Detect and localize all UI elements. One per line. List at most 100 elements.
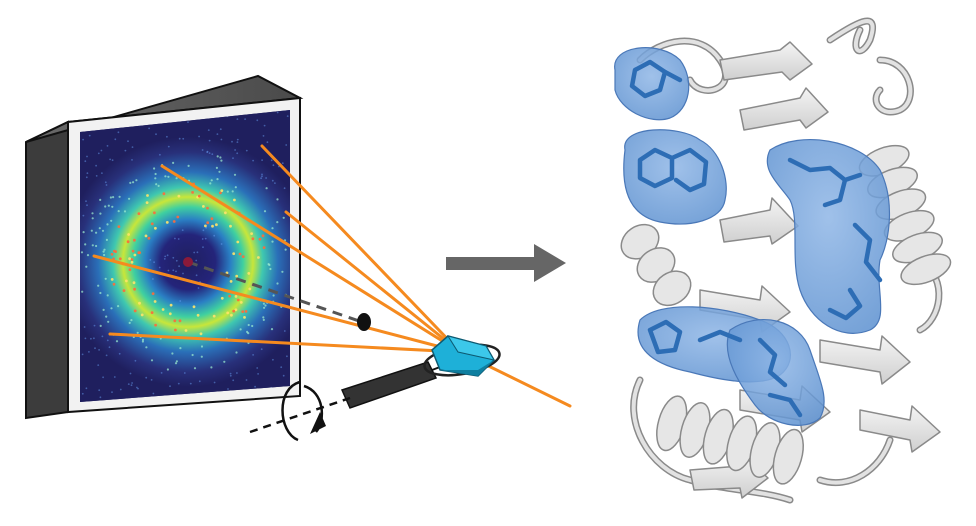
diffraction-spot [175,259,178,262]
diffraction-spot [166,368,169,371]
diffraction-spot [90,229,93,232]
diffraction-spot [176,215,180,219]
diffraction-spot [130,319,133,322]
diffraction-spot [281,270,284,273]
diffraction-spot [132,281,136,285]
diffraction-spot [95,175,98,177]
diffraction-spot [262,318,265,321]
diffraction-spot [99,291,102,295]
diffraction-spot [145,376,148,379]
diffraction-spot [166,135,168,138]
diffraction-spot [286,115,289,117]
diffraction-spot [91,217,94,220]
diffraction-spot [184,329,188,332]
diffraction-spot [99,198,102,201]
diffraction-spot [112,196,115,199]
diffraction-spot [262,316,265,319]
diffraction-spot [111,159,114,162]
diffraction-spot [110,278,114,281]
diffraction-spot [168,312,172,316]
diffraction-spot [173,319,177,323]
diffraction-spot [208,139,211,142]
diffraction-spot [83,326,86,328]
diffraction-spot [104,181,107,184]
diffraction-spot [86,155,88,158]
diffraction-spot [93,337,95,340]
diffraction-spot [177,194,181,198]
diffraction-spot [102,376,104,379]
diffraction-spot [211,224,214,228]
diffraction-spot [189,382,192,385]
diffraction-spot [129,181,132,184]
diffraction-spot [260,348,263,351]
diffraction-spot [201,149,204,151]
diffraction-spot [206,221,210,225]
diffraction-spot [210,217,214,221]
diffraction-spot [263,210,267,213]
diffraction-spot [153,261,156,264]
diffraction-spot [243,316,246,319]
diffraction-spot [95,244,98,248]
diffraction-spot [85,265,88,268]
diffraction-spot [159,153,161,156]
diffraction-spot [230,313,233,317]
diffraction-spot [244,118,247,120]
diffraction-spot [260,177,262,180]
diffraction-spot [236,141,239,144]
diffraction-spot [169,385,171,388]
diffraction-spot [248,287,252,291]
diffraction-spot [196,313,200,317]
diffraction-spot [234,149,237,151]
diffraction-spot [262,246,266,250]
diffraction-spot [150,359,154,362]
diffraction-spot [107,204,110,207]
diffraction-spot [131,249,135,253]
diffraction-spot [122,289,126,292]
diffraction-spot [229,280,233,283]
diffraction-spot [209,182,212,185]
diffraction-spot [178,265,181,268]
diffraction-spot [129,372,132,375]
diffraction-spot [233,173,237,176]
helix-turn [900,253,952,286]
diffraction-spot [241,255,245,258]
diffraction-spot [93,324,96,327]
diffraction-spot [99,324,102,327]
diffraction-spot [269,267,272,271]
diffraction-spot [141,340,144,343]
diffraction-spot [183,372,186,374]
diffraction-spot [256,367,259,369]
diffraction-spot [135,179,138,182]
diffraction-spot [133,238,136,242]
diffraction-spot [182,272,184,275]
diffraction-spot [150,379,153,381]
diffraction-spot [98,389,101,392]
diffraction-spot [105,315,108,318]
diffraction-spot [113,376,116,378]
diffraction-spot [117,210,120,213]
diffraction-spot [109,196,112,199]
diffraction-spot [231,140,233,143]
diffraction-spot [146,194,149,197]
diffraction-spot [268,263,271,267]
diffraction-spot [193,367,197,370]
diffraction-spot [229,372,232,375]
diffraction-spot [126,240,130,244]
diffraction-spot [208,152,211,155]
diffraction-spot [128,257,132,261]
diffraction-spot [102,308,105,311]
diffraction-spot [202,246,204,249]
diffraction-spot [261,234,265,238]
diffraction-spot [232,379,235,382]
diffraction-spot [125,279,128,283]
diffraction-spot [84,337,87,340]
diffraction-spot [86,254,90,257]
diffraction-spot [286,355,288,358]
diffraction-spot [137,251,141,255]
diffraction-spot [107,320,110,323]
diffraction-spot [182,137,185,140]
diffraction-spot [148,127,151,130]
diffraction-spot [140,313,144,317]
diffraction-spot [85,176,88,179]
